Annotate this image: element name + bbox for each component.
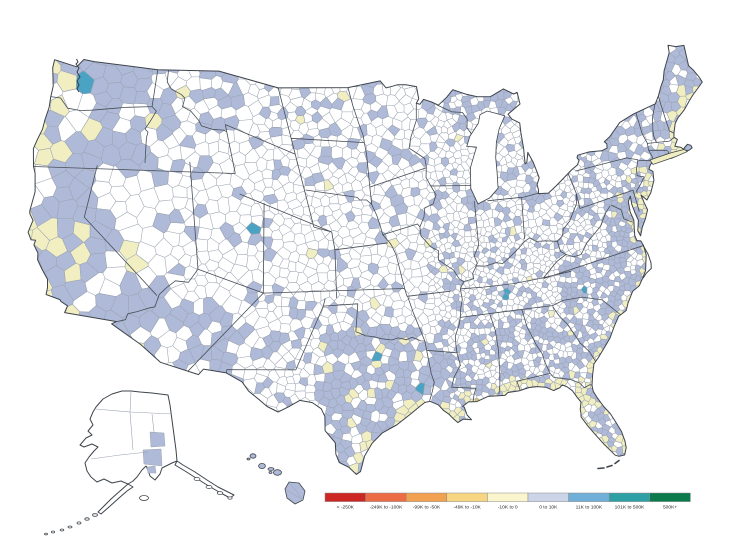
svg-text:500K+: 500K+ — [663, 505, 677, 511]
svg-text:-49K to -10K: -49K to -10K — [453, 505, 481, 511]
svg-text:< -250K: < -250K — [337, 505, 355, 511]
svg-text:-10K to 0: -10K to 0 — [498, 505, 518, 511]
svg-text:11K to 100K: 11K to 100K — [576, 505, 603, 511]
svg-text:101K to 500K: 101K to 500K — [615, 505, 645, 511]
svg-text:-99K to -50K: -99K to -50K — [413, 505, 441, 511]
svg-text:0 to 10K: 0 to 10K — [539, 505, 558, 511]
svg-text:-249K to -100K: -249K to -100K — [369, 505, 403, 511]
